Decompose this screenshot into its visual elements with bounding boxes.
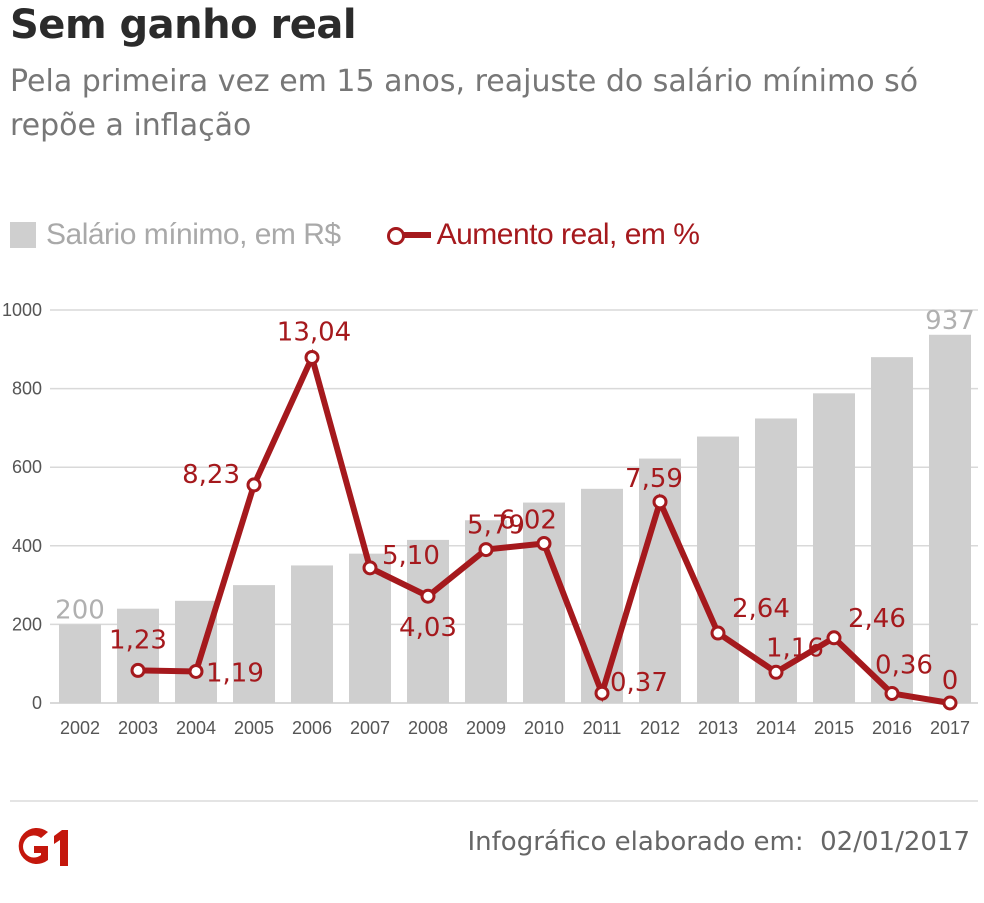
bars bbox=[59, 334, 971, 703]
bar bbox=[59, 624, 101, 703]
x-tick-label: 2015 bbox=[814, 718, 854, 738]
line-value-label: 2,46 bbox=[848, 604, 906, 634]
line-point-labels: 1,23 1,19 8,23 13,04 5,10 4,03 5,796,02 0,37 7,5… bbox=[109, 317, 958, 698]
bar bbox=[117, 608, 159, 703]
line-points bbox=[130, 349, 958, 711]
bar-labels: 200 937 bbox=[55, 306, 975, 626]
chart-title: Sem ganho real bbox=[10, 2, 357, 48]
y-ticks: 0 200 400 600 800 1000 bbox=[2, 300, 42, 713]
line-point bbox=[478, 542, 494, 558]
y-tick-label: 600 bbox=[12, 457, 42, 477]
line-point bbox=[826, 630, 842, 646]
legend-bar-label: Salário mínimo, em R$ bbox=[46, 218, 341, 251]
line-value-label: 0 bbox=[942, 666, 959, 696]
footer-divider bbox=[10, 800, 978, 802]
y-tick-label: 800 bbox=[12, 379, 42, 399]
legend-line-label: Aumento real, em % bbox=[436, 218, 700, 251]
x-tick-label: 2014 bbox=[756, 718, 796, 738]
line-value-label: 0,37 bbox=[610, 668, 668, 698]
x-tick-label: 2005 bbox=[234, 718, 274, 738]
line-value-label: 1,16 bbox=[766, 633, 824, 663]
line-point bbox=[884, 685, 900, 701]
bar bbox=[291, 565, 333, 703]
line-value-label: 8,23 bbox=[182, 460, 240, 490]
x-tick-label: 2017 bbox=[930, 718, 970, 738]
x-tick-label: 2002 bbox=[60, 718, 100, 738]
line-point bbox=[304, 349, 320, 365]
line-point bbox=[710, 625, 726, 641]
line-point bbox=[362, 560, 378, 576]
line-point bbox=[130, 662, 146, 678]
line-value-label: 5,79 bbox=[467, 511, 525, 541]
bar bbox=[407, 539, 449, 703]
line-value-label: 7,59 bbox=[625, 464, 683, 494]
bar bbox=[697, 436, 739, 703]
line-value-label: 1,23 bbox=[109, 625, 167, 655]
bar-value-label: 200 bbox=[55, 595, 105, 625]
x-tick-label: 2009 bbox=[466, 718, 506, 738]
line-value-label: 1,19 bbox=[206, 658, 264, 688]
line-value-label: 2,64 bbox=[732, 594, 790, 624]
bar bbox=[929, 334, 971, 703]
bar-value-label: 937 bbox=[925, 306, 975, 336]
line-point bbox=[594, 685, 610, 701]
x-tick-label: 2011 bbox=[583, 718, 622, 738]
x-tick-label: 2016 bbox=[872, 718, 912, 738]
x-tick-label: 2012 bbox=[640, 718, 680, 738]
line-point bbox=[188, 663, 204, 679]
line-point bbox=[420, 588, 436, 604]
y-tick-label: 0 bbox=[32, 693, 42, 713]
line-value-label: 6,02 bbox=[499, 505, 557, 535]
x-tick-label: 2004 bbox=[176, 718, 216, 738]
line-point bbox=[942, 695, 958, 711]
line-point bbox=[536, 535, 552, 551]
line-point bbox=[246, 477, 262, 493]
x-tick-label: 2003 bbox=[118, 718, 158, 738]
line-value-label: 0,36 bbox=[875, 650, 933, 680]
line-point bbox=[768, 664, 784, 680]
y-tick-label: 400 bbox=[12, 536, 42, 556]
x-tick-label: 2013 bbox=[698, 718, 738, 738]
bar bbox=[581, 488, 623, 703]
legend: Salário mínimo, em R$ Aumento real, em % bbox=[10, 210, 700, 260]
x-tick-label: 2008 bbox=[408, 718, 448, 738]
legend-bar-swatch bbox=[10, 222, 36, 248]
line-value-label: 5,10 bbox=[382, 541, 440, 571]
y-tick-label: 1000 bbox=[2, 300, 42, 320]
chart-subtitle: Pela primeira vez em 15 anos, reajuste d… bbox=[10, 64, 919, 143]
bar bbox=[755, 418, 797, 703]
x-ticks: 2002 2003 2004 2005 2006 2007 2008 2009 2010 2011… bbox=[60, 718, 970, 738]
line-point bbox=[652, 494, 668, 510]
legend-line-swatch bbox=[386, 222, 431, 248]
g1-logo bbox=[18, 828, 68, 866]
x-tick-label: 2006 bbox=[292, 718, 332, 738]
line-value-label: 4,03 bbox=[399, 613, 457, 643]
line-value-label: 13,04 bbox=[277, 317, 351, 347]
bar bbox=[871, 357, 913, 703]
y-tick-label: 200 bbox=[12, 614, 42, 634]
footer-credit: Infográfico elaborado em: 02/01/2017 bbox=[467, 827, 970, 857]
x-tick-label: 2007 bbox=[350, 718, 390, 738]
x-tick-label: 2010 bbox=[524, 718, 564, 738]
bar bbox=[233, 585, 275, 703]
bar bbox=[349, 553, 391, 703]
